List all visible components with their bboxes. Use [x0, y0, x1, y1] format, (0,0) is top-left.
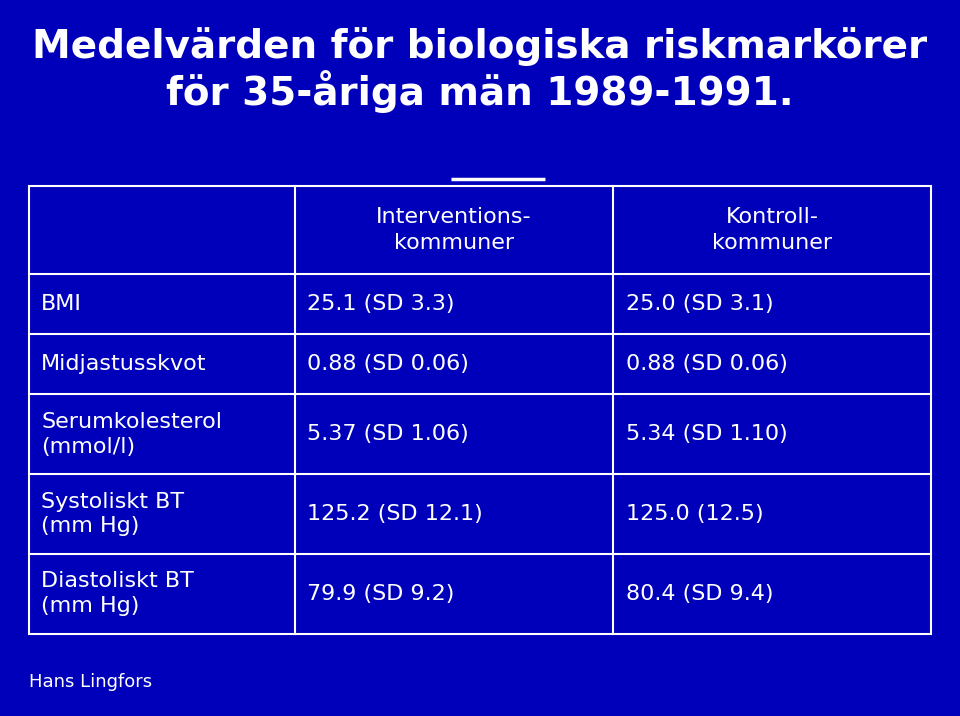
Text: Midjastusskvot: Midjastusskvot [41, 354, 206, 374]
Text: 5.34 (SD 1.10): 5.34 (SD 1.10) [626, 425, 787, 445]
Text: Systoliskt BT
(mm Hg): Systoliskt BT (mm Hg) [41, 492, 184, 536]
Text: Serumkolesterol
(mmol/l): Serumkolesterol (mmol/l) [41, 412, 223, 457]
Text: Hans Lingfors: Hans Lingfors [29, 672, 152, 691]
Text: Diastoliskt BT
(mm Hg): Diastoliskt BT (mm Hg) [41, 571, 194, 616]
Text: 0.88 (SD 0.06): 0.88 (SD 0.06) [626, 354, 787, 374]
Text: 125.0 (12.5): 125.0 (12.5) [626, 504, 763, 524]
Bar [29, 186, 931, 634]
Text: Medelvärden för biologiska riskmarkörer: Medelvärden för biologiska riskmarkörer [33, 27, 927, 66]
Text: 80.4 (SD 9.4): 80.4 (SD 9.4) [626, 584, 773, 604]
Text: BMI: BMI [41, 294, 83, 314]
Text: Interventions-
kommuner: Interventions- kommuner [376, 207, 532, 253]
Text: 0.88 (SD 0.06): 0.88 (SD 0.06) [307, 354, 469, 374]
Text: 25.0 (SD 3.1): 25.0 (SD 3.1) [626, 294, 773, 314]
Text: 125.2 (SD 12.1): 125.2 (SD 12.1) [307, 504, 483, 524]
Text: 25.1 (SD 3.3): 25.1 (SD 3.3) [307, 294, 455, 314]
Text: Kontroll-
kommuner: Kontroll- kommuner [712, 207, 832, 253]
Text: 5.37 (SD 1.06): 5.37 (SD 1.06) [307, 425, 469, 445]
Text: 79.9 (SD 9.2): 79.9 (SD 9.2) [307, 584, 455, 604]
Text: för 35-åriga män 1989-1991.: för 35-åriga män 1989-1991. [166, 70, 794, 113]
